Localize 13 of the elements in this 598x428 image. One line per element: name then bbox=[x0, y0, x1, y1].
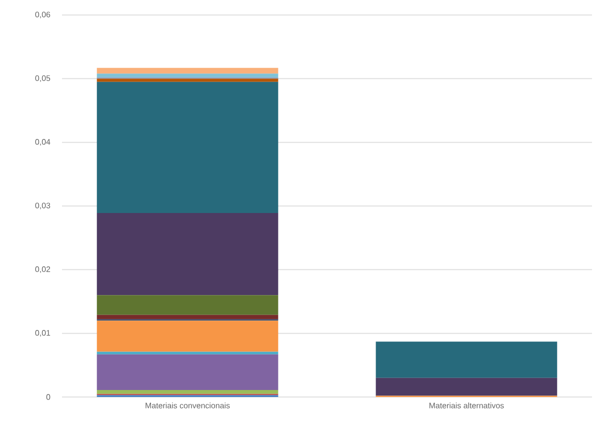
bar bbox=[96, 213, 278, 296]
bar bbox=[96, 74, 278, 78]
bar bbox=[96, 68, 278, 74]
bar bbox=[96, 314, 278, 320]
bar bbox=[96, 320, 278, 352]
bar bbox=[96, 352, 278, 354]
bar bbox=[96, 390, 278, 394]
bar bbox=[376, 342, 558, 378]
bar bbox=[376, 378, 558, 396]
bar bbox=[96, 78, 278, 82]
bar bbox=[96, 295, 278, 315]
bar bbox=[96, 354, 278, 390]
bar bbox=[96, 82, 278, 213]
